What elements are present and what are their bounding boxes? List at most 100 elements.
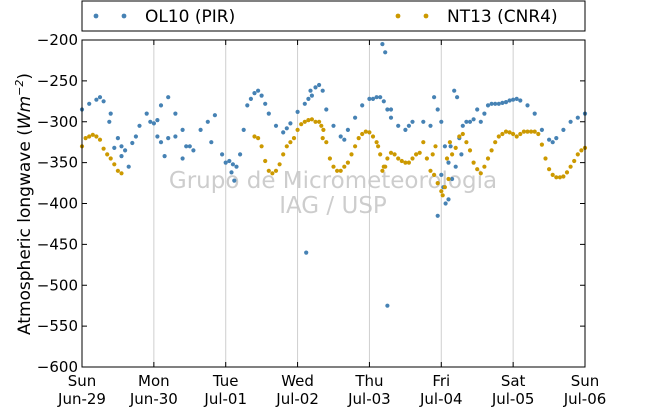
y-tick-label: −500 — [37, 276, 78, 294]
data-point — [568, 164, 573, 169]
data-point — [342, 164, 347, 169]
data-point — [514, 96, 519, 101]
data-point — [126, 164, 131, 169]
data-point — [500, 100, 505, 105]
y-tick-label: −450 — [37, 235, 78, 253]
data-point — [107, 119, 112, 124]
data-point — [432, 172, 437, 177]
data-point — [383, 164, 388, 169]
data-point — [101, 146, 106, 151]
data-point — [433, 144, 438, 149]
data-point — [284, 144, 289, 149]
data-point — [133, 134, 138, 139]
data-point — [450, 176, 455, 182]
data-point — [482, 164, 487, 169]
y-axis-title-close: ) — [15, 73, 35, 80]
legend-label-nt13: NT13 (CNR4) — [447, 7, 558, 27]
data-point — [385, 156, 390, 161]
data-point — [439, 119, 444, 124]
data-point — [396, 156, 401, 161]
data-point — [547, 167, 552, 172]
data-point — [256, 88, 261, 93]
data-point — [220, 152, 225, 157]
data-point — [475, 167, 480, 172]
data-point — [460, 123, 465, 128]
data-point — [376, 144, 381, 149]
legend-frame — [81, 0, 586, 32]
data-point — [321, 127, 326, 132]
data-point — [105, 152, 110, 157]
plot-area — [82, 40, 585, 367]
data-point — [455, 95, 460, 100]
data-point — [378, 152, 383, 157]
legend-marker-ol10 — [93, 13, 99, 19]
data-point — [356, 136, 361, 141]
data-point — [572, 158, 577, 164]
legend-marker-nt13 — [423, 13, 429, 19]
data-point — [507, 130, 512, 135]
data-point — [403, 127, 408, 132]
data-point — [388, 107, 394, 112]
x-tick-label-day: Tue — [212, 372, 239, 390]
data-point — [317, 119, 322, 124]
data-point — [381, 99, 386, 104]
data-point — [406, 123, 411, 128]
data-point — [353, 115, 358, 120]
data-point — [94, 97, 99, 102]
data-point — [232, 178, 237, 183]
data-point — [396, 123, 401, 128]
data-point — [115, 136, 120, 141]
y-axis-title: Atmospheric longwave (Wm−2) — [13, 73, 35, 335]
watermark-line-2: IAG / USP — [279, 193, 387, 219]
data-point — [338, 134, 343, 139]
data-point — [112, 162, 117, 167]
data-point — [198, 127, 203, 132]
data-point — [319, 123, 324, 128]
data-point — [227, 158, 232, 164]
legend-marker-ol10 — [121, 13, 127, 19]
data-point — [187, 144, 192, 149]
data-point — [432, 95, 437, 100]
y-tick-label: −400 — [37, 195, 78, 213]
data-point — [229, 170, 234, 175]
x-tick-label-day: Fri — [432, 372, 450, 390]
x-tick-label-date: Jun-29 — [57, 390, 106, 408]
data-point — [309, 117, 314, 122]
data-point — [291, 136, 297, 141]
data-point — [471, 117, 476, 122]
data-point — [281, 130, 286, 135]
data-point — [564, 170, 570, 175]
data-point — [383, 50, 388, 55]
x-tick-label-date: Jul-01 — [203, 390, 247, 408]
data-point — [459, 152, 464, 157]
data-point — [119, 171, 124, 176]
data-point — [87, 134, 92, 139]
data-point — [471, 160, 476, 165]
data-point — [238, 152, 243, 157]
data-point — [485, 156, 491, 161]
data-point — [421, 119, 426, 124]
data-point — [94, 134, 99, 139]
data-point — [304, 250, 309, 255]
data-point — [439, 189, 444, 194]
data-point — [496, 101, 501, 106]
data-point — [435, 181, 440, 186]
x-tick-label-day: Mon — [138, 372, 170, 390]
data-point — [478, 119, 483, 124]
data-point — [166, 95, 171, 100]
data-point — [308, 88, 313, 93]
data-point — [158, 103, 164, 108]
data-point — [452, 88, 457, 93]
data-point — [550, 140, 555, 145]
y-tick-label: −200 — [37, 31, 78, 49]
data-point — [281, 152, 286, 157]
data-point — [360, 103, 365, 108]
data-point — [209, 140, 214, 145]
data-point — [493, 101, 498, 106]
data-point — [363, 129, 368, 134]
data-point — [410, 156, 415, 161]
data-point — [370, 134, 376, 139]
data-point — [489, 148, 494, 153]
data-point — [317, 82, 322, 88]
